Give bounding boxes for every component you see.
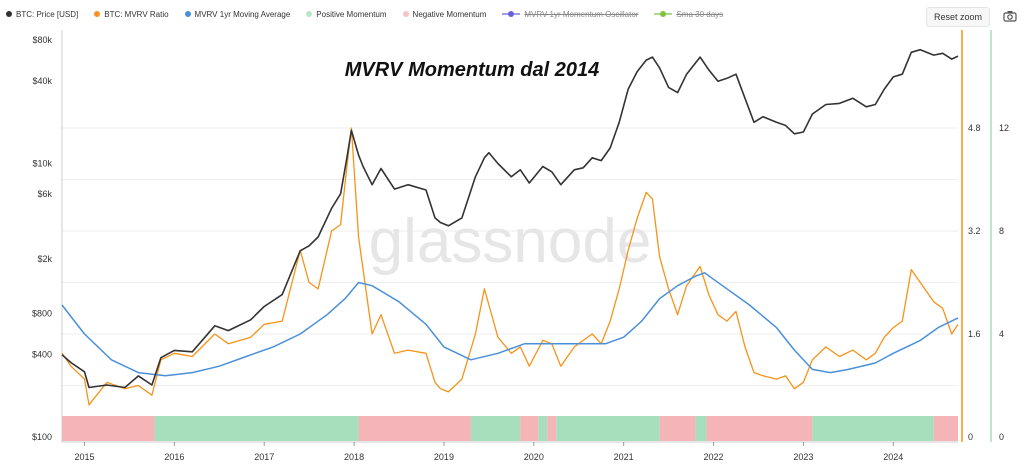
camera-icon[interactable] <box>1000 7 1020 25</box>
legend-label: Positive Momentum <box>316 9 387 19</box>
price-tick-label: $80k <box>32 35 52 45</box>
legend-marker-icon <box>6 11 12 17</box>
momentum-band <box>695 416 707 441</box>
price-tick-label: $6k <box>37 189 52 199</box>
momentum-band <box>706 416 813 441</box>
legend-label: BTC: Price [USD] <box>16 9 79 19</box>
momentum-band <box>358 416 471 441</box>
momentum-band <box>62 416 155 441</box>
legend-marker-icon <box>502 11 521 17</box>
legend-item[interactable]: MVRV 1yr Moving Average <box>184 9 291 19</box>
x-tick-label: 2016 <box>164 452 184 462</box>
mvrv-tick-label: 4.8 <box>968 123 981 133</box>
legend-marker-icon <box>94 11 101 17</box>
legend-marker-icon <box>184 11 191 17</box>
momentum-band <box>556 416 660 441</box>
legend-item[interactable]: Negative Momentum <box>402 9 487 19</box>
mvrv-tick-label: 1.6 <box>968 329 981 339</box>
x-tick-label: 2021 <box>614 452 634 462</box>
legend-label: MVRV 1yr Moving Average <box>194 9 291 19</box>
watermark-text: glassnode <box>369 207 652 276</box>
chart-title: MVRV Momentum dal 2014 <box>345 59 600 81</box>
oscillator-tick-label: 4 <box>999 329 1004 339</box>
price-tick-label: $100 <box>32 432 52 442</box>
x-tick-label: 2018 <box>344 452 364 462</box>
x-tick-label: 2022 <box>704 452 724 462</box>
momentum-band <box>659 416 696 441</box>
reset-zoom-button[interactable]: Reset zoom <box>926 7 990 27</box>
x-tick-label: 2024 <box>883 452 903 462</box>
legend-item[interactable]: MVRV 1yr Momentum Oscillator <box>502 10 638 19</box>
x-tick-label: 2020 <box>524 452 544 462</box>
legend-marker-icon <box>402 11 409 17</box>
legend-label: MVRV 1yr Momentum Oscillator <box>524 9 639 19</box>
x-tick-label: 2023 <box>793 452 813 462</box>
legend-item[interactable]: Positive Momentum <box>306 9 387 19</box>
momentum-band <box>547 416 557 441</box>
legend-marker-icon <box>306 11 313 17</box>
oscillator-tick-label: 8 <box>999 226 1004 236</box>
price-tick-label: $400 <box>32 350 52 360</box>
legend-marker-icon <box>654 11 673 17</box>
price-tick-label: $10k <box>32 158 52 168</box>
mvrv-tick-label: 3.2 <box>968 226 981 236</box>
legend-label: Negative Momentum <box>412 9 487 19</box>
x-tick-label: 2015 <box>74 452 94 462</box>
legend-item[interactable]: BTC: Price [USD] <box>6 10 78 19</box>
momentum-band <box>538 416 548 441</box>
mvrv-ma-line <box>61 272 959 377</box>
price-tick-label: $800 <box>32 309 52 319</box>
price-tick-label: $40k <box>32 76 52 86</box>
legend-label: Sma 30 days <box>676 9 724 19</box>
price-tick-label: $2k <box>37 254 52 264</box>
legend-item[interactable]: BTC: MVRV Ratio <box>94 9 169 19</box>
momentum-band <box>812 416 934 441</box>
legend-item[interactable]: Sma 30 days <box>654 10 723 19</box>
x-tick-label: 2017 <box>254 452 274 462</box>
momentum-band <box>470 416 521 441</box>
price-line <box>61 48 959 389</box>
oscillator-tick-label: 0 <box>999 432 1004 442</box>
legend-label: BTC: MVRV Ratio <box>104 9 169 19</box>
oscillator-tick-label: 12 <box>999 123 1009 133</box>
momentum-band <box>520 416 539 441</box>
legend: BTC: Price [USD] BTC: MVRV Ratio MVRV 1yr … <box>6 6 723 22</box>
momentum-band <box>154 416 359 441</box>
momentum-band <box>933 416 958 441</box>
x-tick-label: 2019 <box>434 452 454 462</box>
mvrv-tick-label: 0 <box>968 432 973 442</box>
